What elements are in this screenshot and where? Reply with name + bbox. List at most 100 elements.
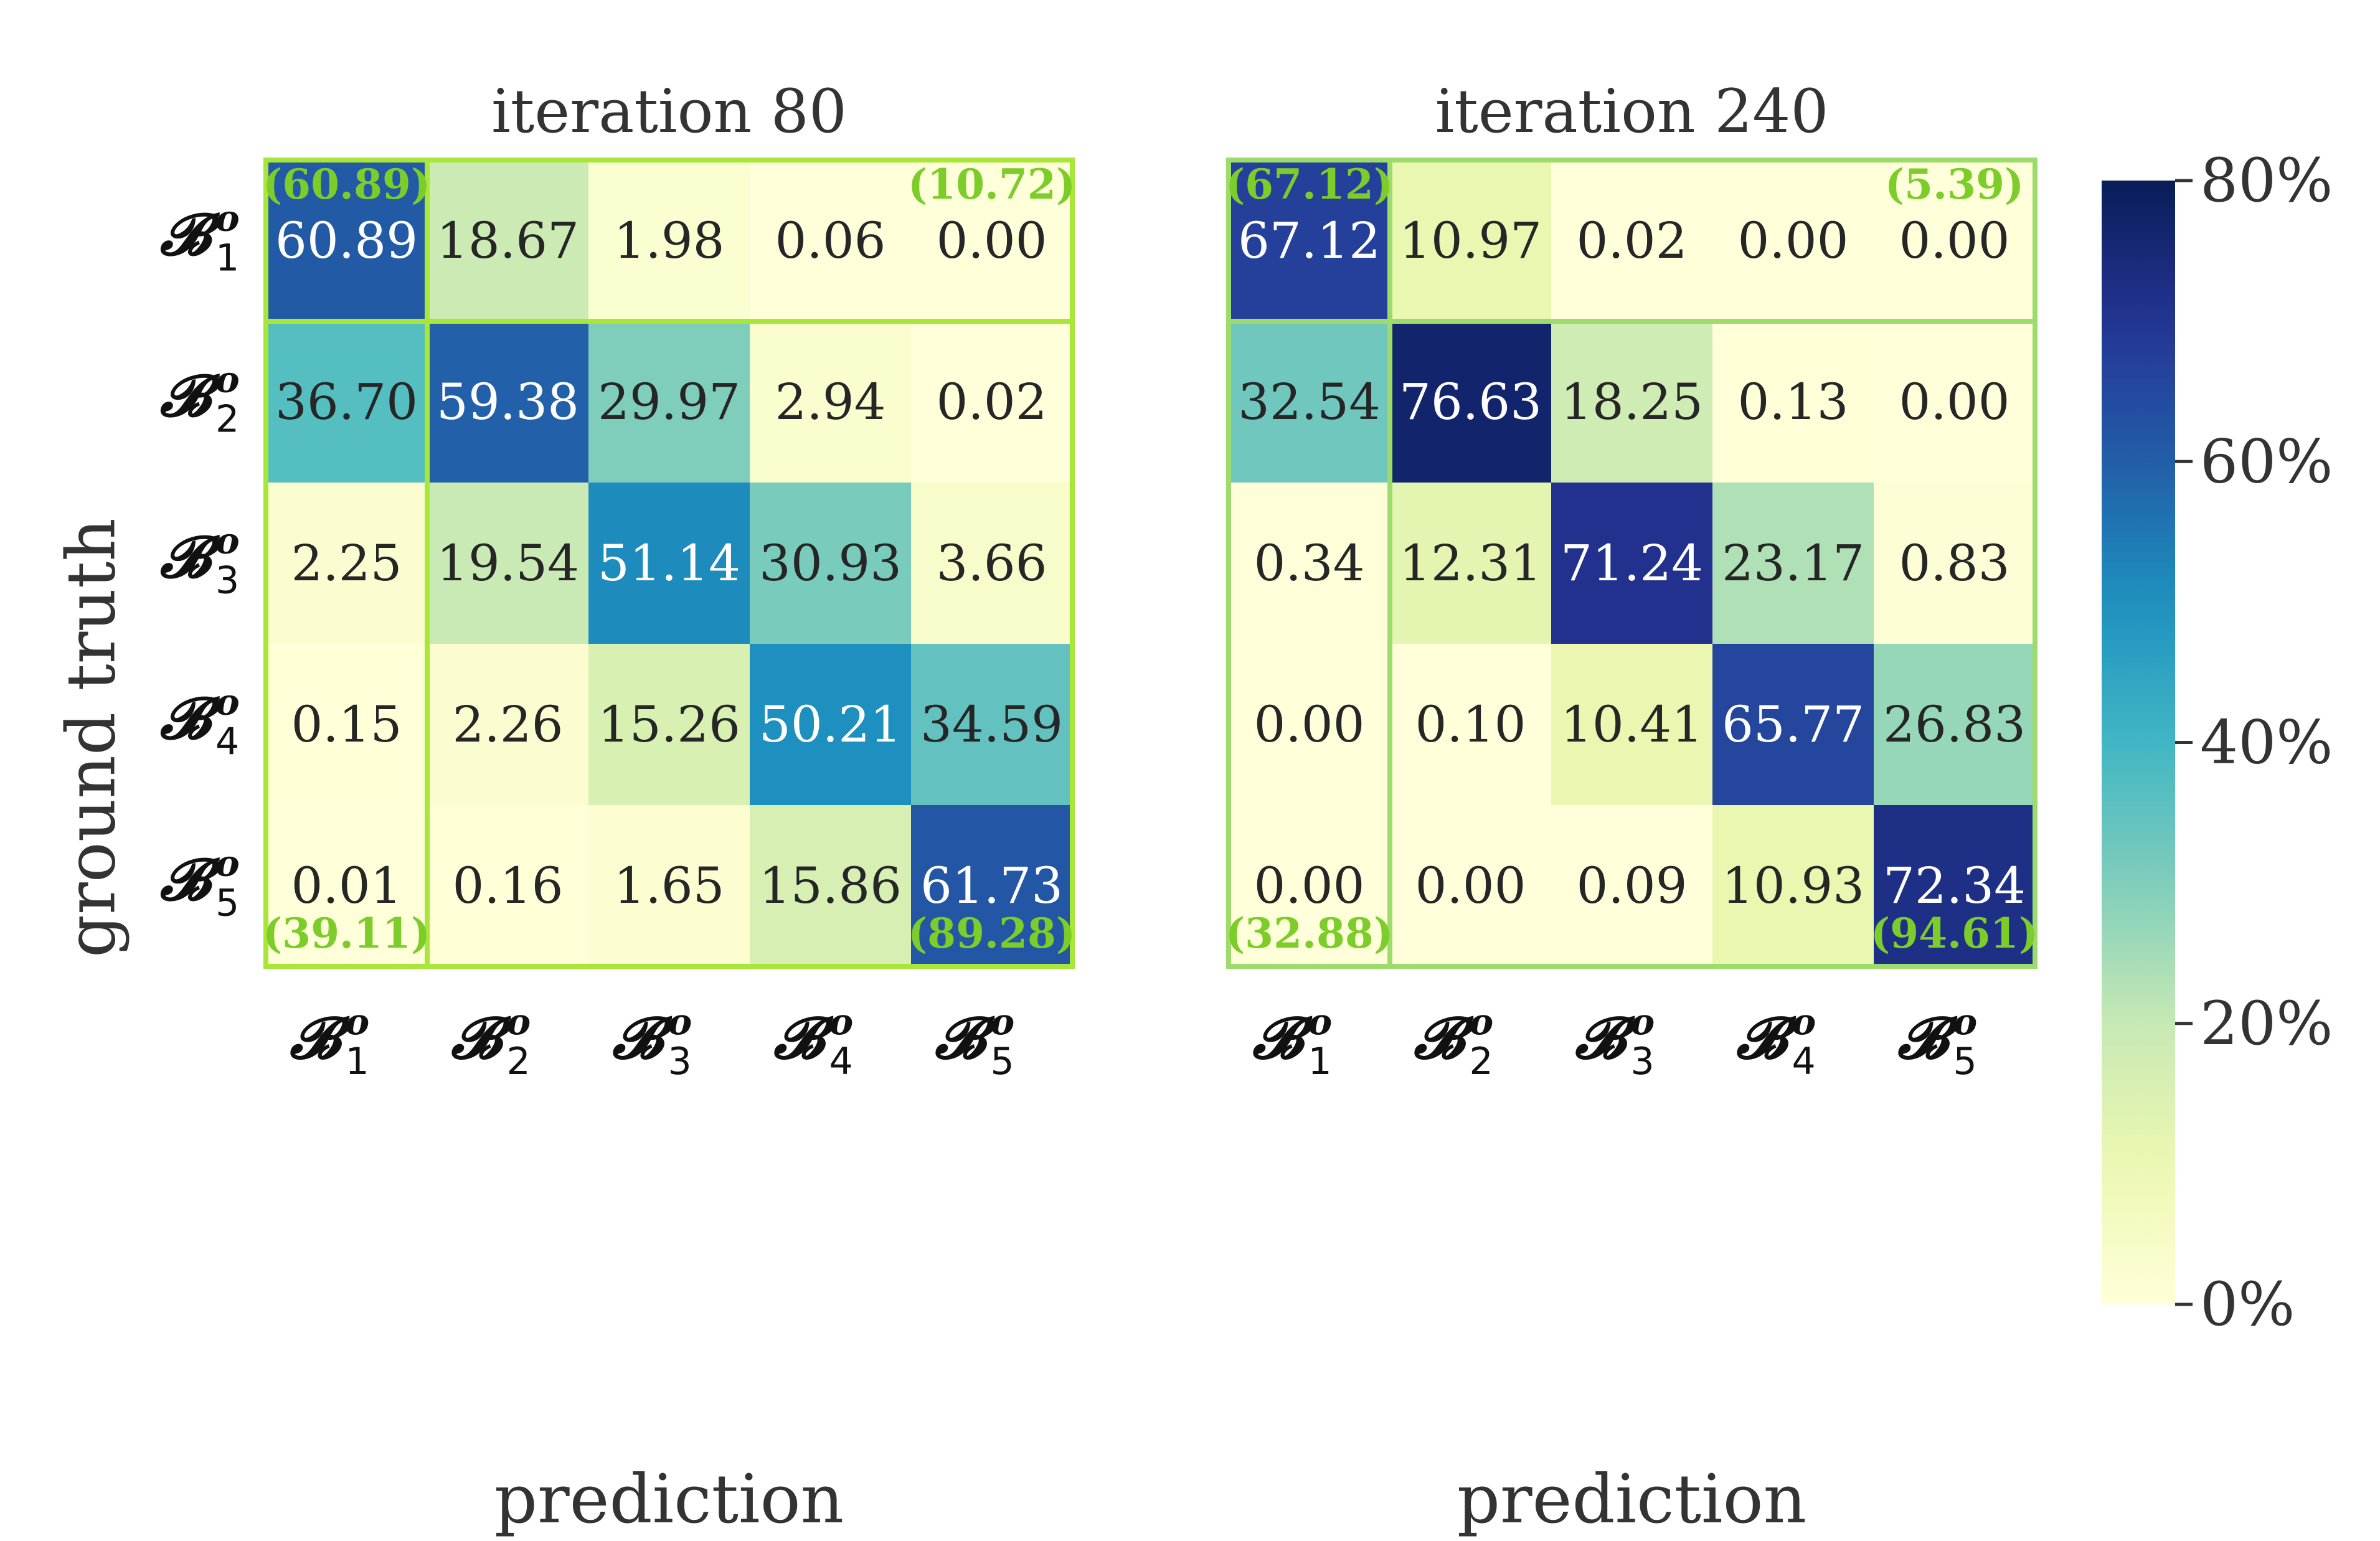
heatmap-cell xyxy=(588,321,750,483)
heatmap-cell xyxy=(1390,644,1552,806)
annotation-top-right: (10.72) xyxy=(908,160,1075,209)
cell-value-label: 0.02 xyxy=(1576,212,1687,270)
colorbar-tick-label: 0% xyxy=(2200,1270,2295,1339)
cell-value-label: 0.09 xyxy=(1576,857,1687,915)
class-symbol: 𝓑 xyxy=(1252,1004,1314,1072)
cell-value-label: 26.83 xyxy=(1883,695,2026,753)
colorbar-tick-label: 20% xyxy=(2200,989,2333,1058)
heatmap-cell xyxy=(911,483,1073,644)
cell-value-label: 61.73 xyxy=(920,857,1063,915)
class-superscript: o xyxy=(991,1001,1015,1043)
class-superscript: o xyxy=(1792,1001,1816,1043)
class-superscript: o xyxy=(215,520,240,562)
highlight-box-remaining xyxy=(425,319,1075,969)
class-superscript: o xyxy=(829,1001,854,1043)
heatmap-cell xyxy=(1390,321,1552,483)
cell-value-label: 29.97 xyxy=(598,373,740,431)
cell-value-label: 0.15 xyxy=(291,695,402,753)
class-superscript: o xyxy=(215,681,240,723)
heatmap-panel-1: iteration 80 60.89 18.67 1.98 0.06 0.00 36.70 5… xyxy=(159,77,1075,1539)
cell-value-label: 18.25 xyxy=(1561,373,1703,431)
class-symbol: 𝓑 xyxy=(773,1004,835,1072)
cell-value-label: 19.54 xyxy=(437,534,579,592)
class-symbol: 𝓑 xyxy=(159,524,222,591)
panel-title: iteration 80 xyxy=(491,77,847,146)
class-subscript: 1 xyxy=(215,237,239,280)
cell-value-label: 0.00 xyxy=(1899,212,2009,270)
cell-value-label: 1.65 xyxy=(613,857,724,915)
heatmap-cell xyxy=(750,805,912,967)
x-axis-label: prediction xyxy=(1457,1461,1806,1539)
class-superscript: o xyxy=(346,1001,370,1043)
cell-value-label: 15.86 xyxy=(759,857,902,915)
cell-value-label: 51.14 xyxy=(598,534,740,592)
colorbar: 80% 60% 40% 20% 0% xyxy=(2102,146,2333,1339)
heatmap-cell xyxy=(750,321,912,483)
class-symbol: 𝓑 xyxy=(934,1004,996,1072)
heatmap-cell xyxy=(588,644,750,806)
annotation-top-left: (67.12) xyxy=(1225,160,1393,209)
panel-title: iteration 240 xyxy=(1435,77,1829,146)
class-subscript: 3 xyxy=(1631,1040,1655,1083)
panels-layer: iteration 80 60.89 18.67 1.98 0.06 0.00 36.70 5… xyxy=(159,77,2038,1539)
heatmap-cell xyxy=(1874,321,2036,483)
class-superscript: o xyxy=(1308,1001,1333,1043)
cell-value-label: 32.54 xyxy=(1238,373,1381,431)
heatmap-cell xyxy=(750,483,912,644)
cell-value-label: 72.34 xyxy=(1883,857,2026,915)
heatmap-cell xyxy=(1712,805,1874,967)
heatmap-cell xyxy=(588,160,750,322)
heatmap-cell xyxy=(427,160,589,322)
class-symbol: 𝓑 xyxy=(612,1004,674,1072)
class-subscript: 1 xyxy=(1308,1040,1332,1083)
cell-value-label: 67.12 xyxy=(1238,212,1381,270)
heatmap-cell xyxy=(1712,483,1874,644)
heatmap-cell xyxy=(1874,805,2036,967)
class-subscript: 5 xyxy=(991,1040,1014,1083)
class-symbol: 𝓑 xyxy=(159,846,222,913)
heatmap-cell xyxy=(1229,483,1391,644)
cell-value-label: 0.13 xyxy=(1737,373,1848,431)
class-symbol: 𝓑 xyxy=(450,1004,512,1072)
class-subscript: 1 xyxy=(346,1040,369,1083)
class-superscript: o xyxy=(507,1001,531,1043)
annotation-top-left: (60.89) xyxy=(263,160,430,209)
cell-value-label: 60.89 xyxy=(275,212,418,270)
cell-value-label: 65.77 xyxy=(1722,695,1864,753)
heatmap-cell xyxy=(1229,321,1391,483)
class-superscript: o xyxy=(215,359,240,401)
cell-value-label: 59.38 xyxy=(437,373,579,431)
cell-value-label: 10.93 xyxy=(1722,857,1864,915)
heatmap-cell xyxy=(1712,644,1874,806)
heatmap-cell xyxy=(911,160,1073,322)
heatmap-cell xyxy=(1390,483,1552,644)
y-axis-label: ground truth xyxy=(52,518,130,958)
heatmap-cell xyxy=(1229,160,1391,322)
class-symbol: 𝓑 xyxy=(289,1004,351,1072)
cell-value-label: 0.10 xyxy=(1415,695,1526,753)
class-symbol: 𝓑 xyxy=(159,362,222,430)
class-symbol: 𝓑 xyxy=(1897,1004,1959,1072)
heatmap-cell xyxy=(266,644,428,806)
cell-value-label: 15.26 xyxy=(598,695,740,753)
heatmap-cell xyxy=(1551,321,1713,483)
cell-value-label: 0.00 xyxy=(1415,857,1526,915)
colorbar-tick-label: 40% xyxy=(2200,708,2333,778)
class-superscript: o xyxy=(215,197,240,240)
cell-value-label: 0.16 xyxy=(452,857,563,915)
class-symbol: 𝓑 xyxy=(1413,1004,1475,1072)
cell-value-label: 0.00 xyxy=(936,212,1047,270)
cell-value-label: 12.31 xyxy=(1399,534,1542,592)
heatmap-cell xyxy=(266,160,428,322)
